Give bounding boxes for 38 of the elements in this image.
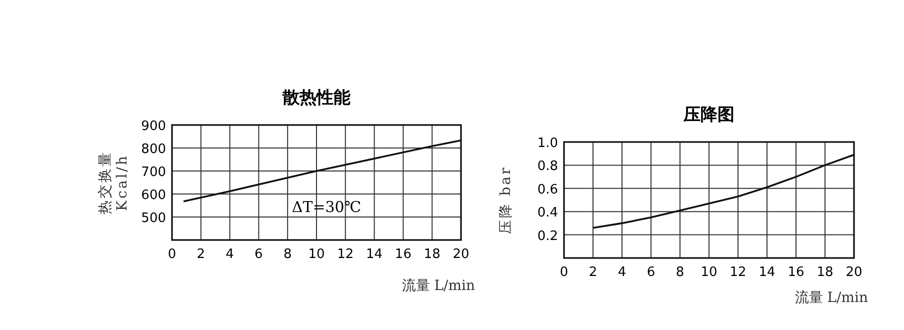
y-tick-label: 0.2: [537, 228, 558, 244]
x-tick-label: 12: [337, 247, 354, 262]
x-tick-label: 8: [283, 247, 292, 262]
x-tick-label: 14: [758, 265, 776, 280]
x-tick-label: 16: [394, 247, 412, 262]
chart-title: 压降图: [682, 105, 734, 125]
x-tick-label: 18: [424, 247, 440, 262]
x-tick-label: 14: [366, 247, 383, 262]
x-tick-label: 0: [168, 247, 176, 262]
x-axis-title: 流量 L/min: [402, 278, 475, 294]
x-tick-label: 4: [226, 247, 234, 262]
y-axis-title: 压降 bar: [498, 166, 514, 234]
y-tick-label: 0.6: [537, 182, 558, 198]
x-tick-label: 20: [846, 265, 862, 280]
x-tick-label: 4: [618, 265, 626, 280]
y-tick-label: 800: [141, 142, 166, 157]
x-tick-label: 16: [788, 265, 804, 280]
x-tick-label: 10: [700, 265, 718, 280]
x-tick-label: 0: [560, 265, 568, 280]
x-tick-label: 20: [452, 247, 470, 262]
y-tick-label: 500: [141, 211, 166, 226]
x-tick-label: 12: [730, 265, 746, 280]
x-tick-label: 2: [588, 265, 598, 280]
x-tick-label: 8: [676, 265, 684, 280]
y-tick-label: 900: [141, 119, 166, 134]
x-tick-label: 6: [646, 265, 656, 280]
y-tick-label: 0.4: [537, 206, 558, 221]
x-tick-label: 6: [254, 247, 263, 262]
x-tick-label: 2: [196, 247, 206, 262]
y-tick-label: 600: [141, 188, 166, 203]
x-tick-label: 10: [308, 247, 325, 262]
x-axis-title: 流量 L/min: [794, 290, 868, 306]
y-tick-label: 1.0: [537, 136, 558, 151]
y-axis-title: 热交换量 Kcal/h: [98, 150, 130, 214]
x-tick-label: 18: [816, 265, 834, 280]
y-tick-label: 700: [141, 165, 166, 180]
chart-title: 散热性能: [282, 88, 350, 108]
y-tick-label: 0.8: [537, 159, 558, 174]
